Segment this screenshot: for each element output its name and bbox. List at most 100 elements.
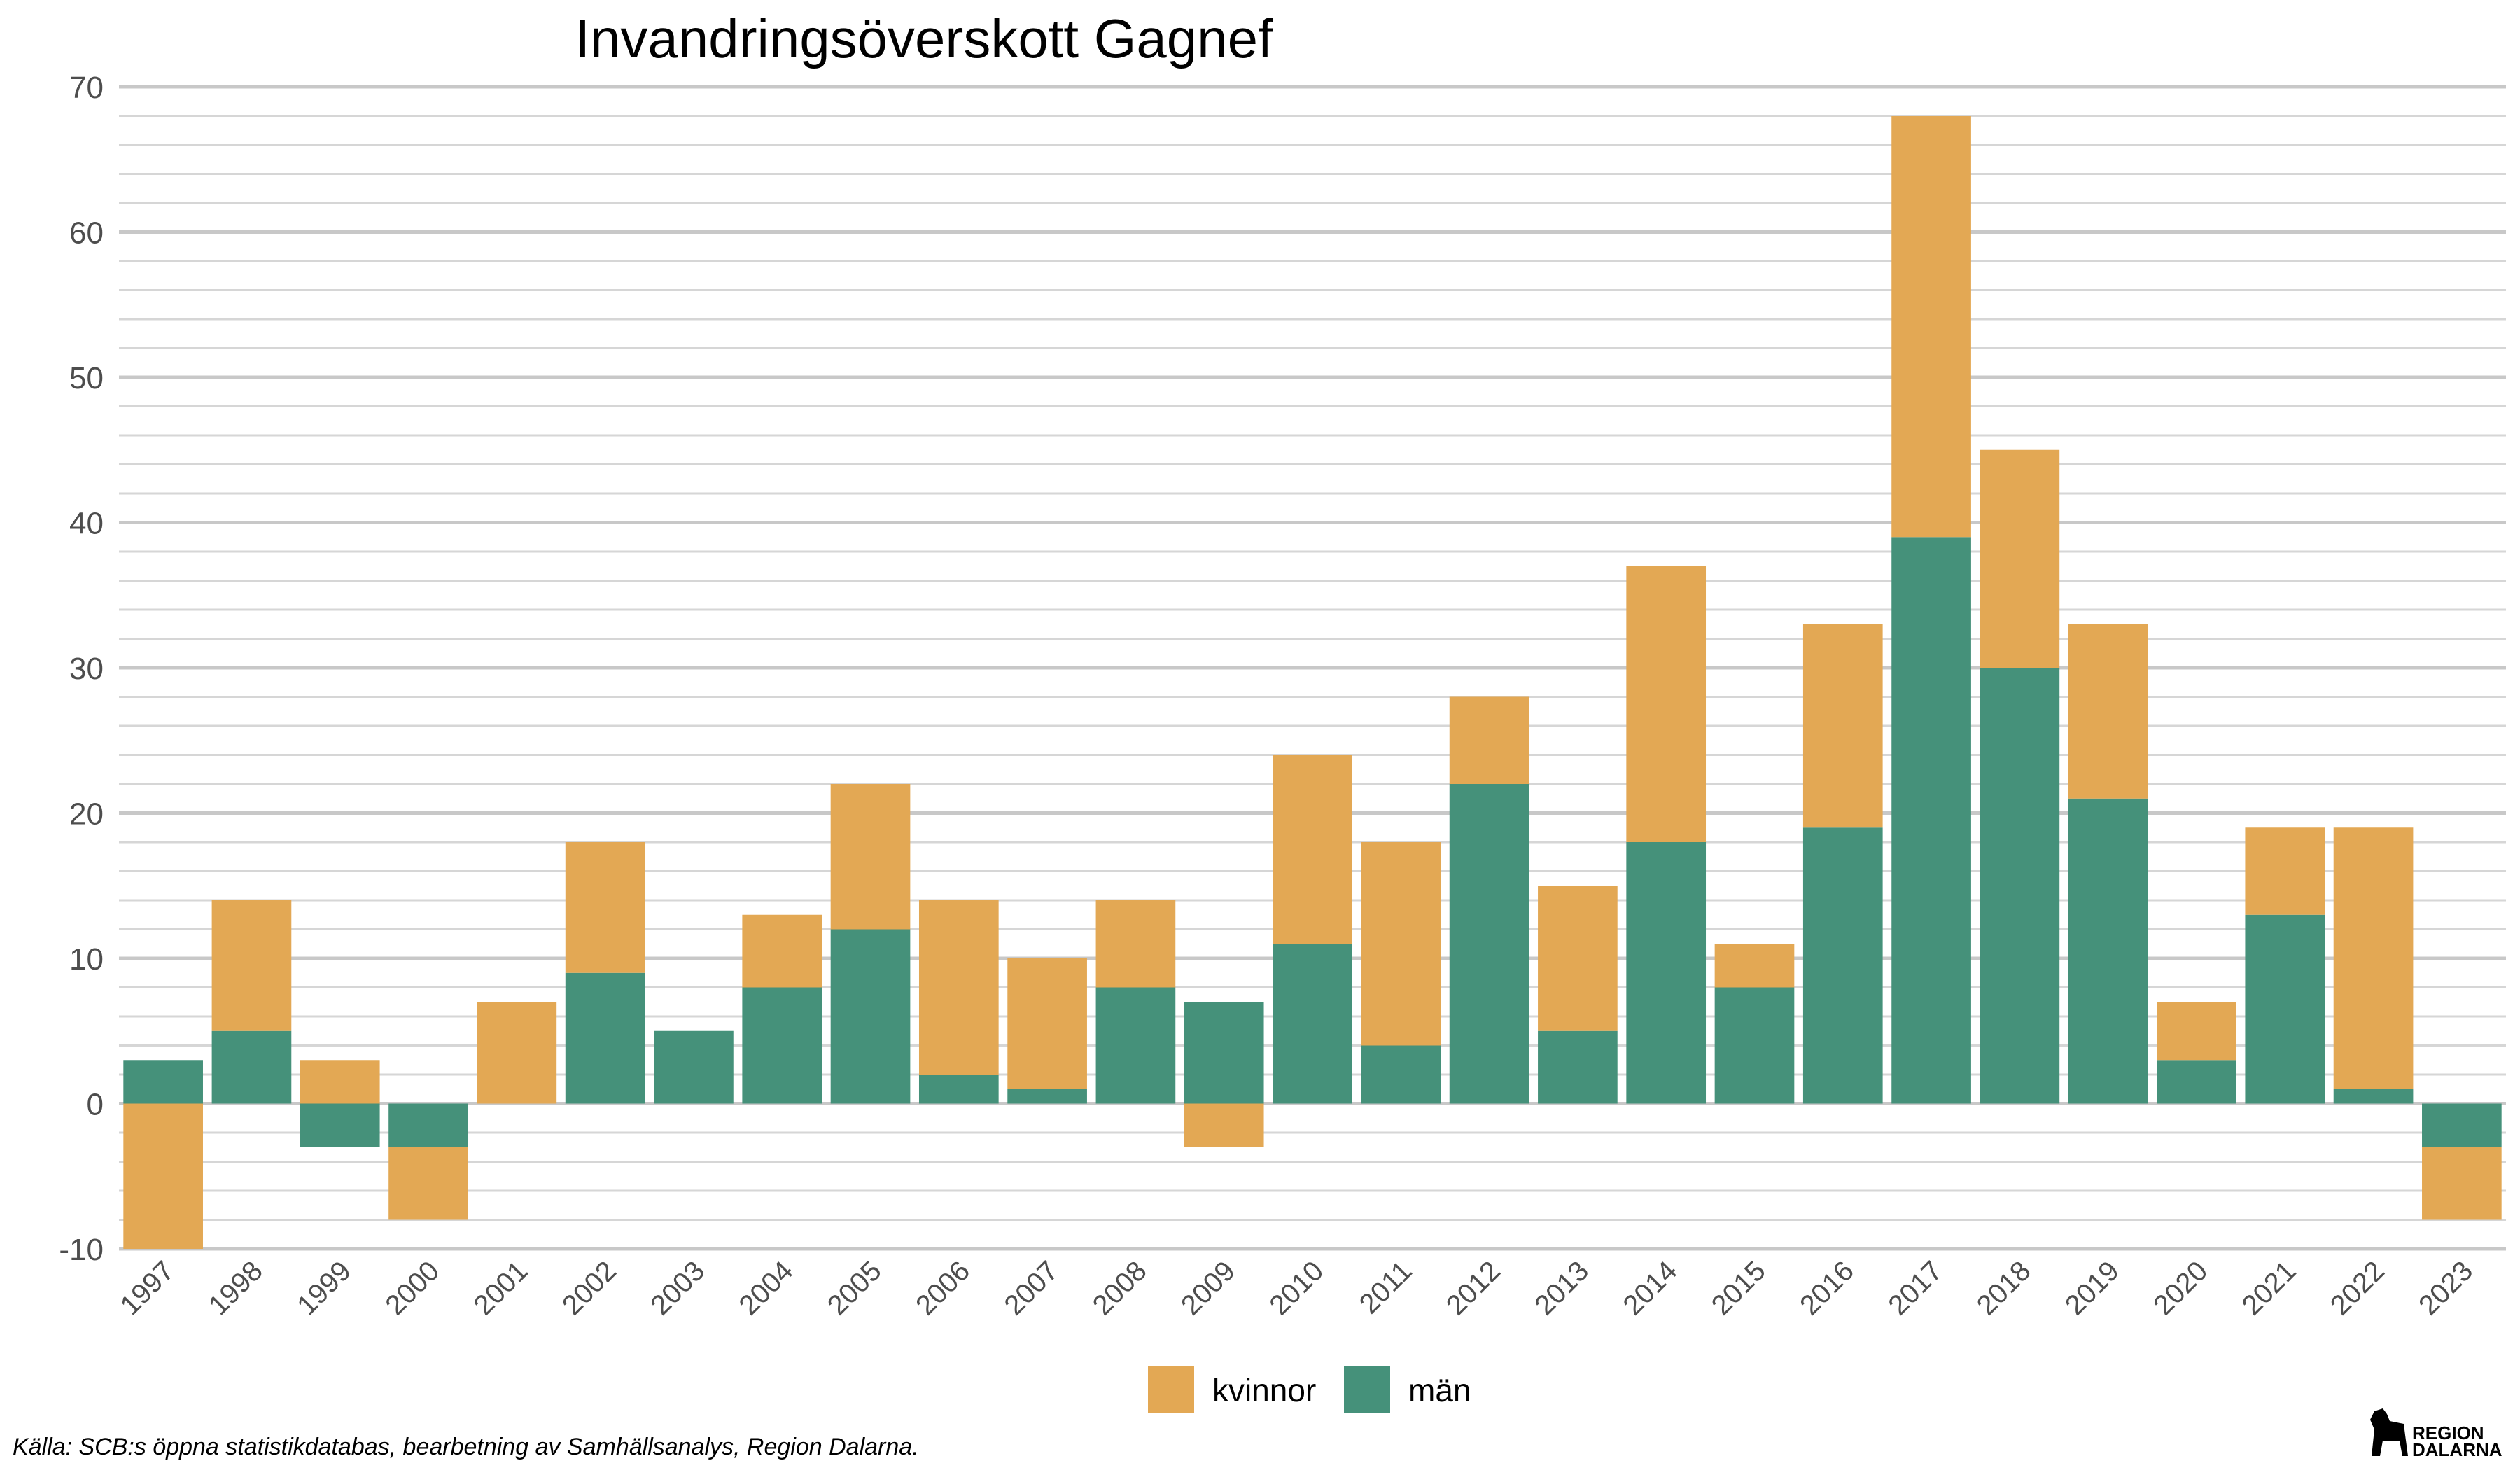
bar-man-1998: [211, 1030, 292, 1104]
bar-man-2009: [1184, 1002, 1264, 1104]
y-tick-label: 50: [69, 361, 104, 396]
bar-kvinnor-2022: [2333, 827, 2414, 1089]
x-tick-label: 2007: [998, 1255, 1064, 1321]
bar-kvinnor-2015: [1714, 944, 1795, 988]
x-tick-label: 2011: [1354, 1255, 1418, 1320]
x-tick-label: 1999: [291, 1255, 357, 1321]
bar-kvinnor-2020: [2157, 1002, 2236, 1060]
x-tick-label: 2014: [1618, 1255, 1684, 1321]
bar-kvinnor-2007: [1007, 958, 1087, 1089]
bar-man-2012: [1449, 784, 1530, 1104]
x-tick-label: 2015: [1706, 1255, 1772, 1321]
bar-kvinnor-2010: [1273, 755, 1352, 944]
bar-man-2021: [2245, 914, 2325, 1104]
bar-man-1999: [300, 1103, 380, 1147]
bar-kvinnor-2012: [1449, 696, 1530, 784]
bar-man-2006: [918, 1074, 999, 1104]
chart-title: Invandringsöverskott Gagnef: [575, 8, 1273, 69]
y-tick-label: 70: [69, 71, 104, 105]
x-tick-label: 2003: [645, 1255, 710, 1321]
bar-man-2017: [1891, 537, 1971, 1104]
bar-kvinnor-2001: [477, 1002, 557, 1104]
bar-man-2022: [2333, 1088, 2414, 1104]
region-dalarna-logo: REGION DALARNA: [2370, 1408, 2502, 1460]
bar-man-2010: [1273, 944, 1352, 1104]
bar-kvinnor-2011: [1361, 842, 1441, 1046]
legend-label-kvinnor: kvinnor: [1212, 1372, 1316, 1408]
bar-kvinnor-2018: [1980, 449, 2060, 668]
bar-man-2014: [1626, 842, 1707, 1104]
source-caption: Källa: SCB:s öppna statistikdatabas, bea…: [13, 1434, 919, 1460]
bar-kvinnor-2021: [2245, 827, 2325, 915]
logo-text-region: REGION: [2412, 1422, 2484, 1443]
x-tick-label: 2002: [556, 1255, 622, 1321]
bar-man-2018: [1980, 668, 2060, 1104]
bar-kvinnor-2002: [565, 842, 645, 973]
y-tick-label: 30: [69, 652, 104, 686]
bars: [123, 115, 2502, 1249]
x-tick-label: 2022: [2325, 1255, 2390, 1321]
x-tick-label: 2010: [1264, 1255, 1329, 1321]
bar-kvinnor-2009: [1184, 1103, 1264, 1147]
bar-man-2008: [1096, 987, 1176, 1104]
bar-kvinnor-2005: [830, 784, 911, 930]
bar-kvinnor-1999: [300, 1060, 380, 1104]
bar-kvinnor-2013: [1538, 886, 1618, 1031]
y-tick-label: 20: [69, 797, 104, 832]
bar-kvinnor-2014: [1626, 566, 1707, 842]
x-tick-label: 2018: [1971, 1255, 2037, 1321]
x-tick-label: 2019: [2059, 1255, 2125, 1321]
y-tick-label: 0: [87, 1088, 104, 1122]
x-tick-label: 2005: [822, 1255, 888, 1321]
x-tick-label: 2012: [1441, 1255, 1506, 1321]
logo-text-dalarna: DALARNA: [2412, 1439, 2502, 1460]
bar-man-2023: [2422, 1103, 2502, 1147]
bar-man-2020: [2157, 1060, 2236, 1104]
x-tick-label: 2020: [2148, 1255, 2213, 1321]
y-tick-label: -10: [59, 1233, 104, 1267]
bar-man-2019: [2068, 798, 2148, 1104]
x-tick-label: 2009: [1175, 1255, 1241, 1321]
x-tick-label: 2004: [734, 1255, 799, 1321]
x-tick-label: 1998: [203, 1255, 269, 1321]
x-tick-label: 2023: [2413, 1255, 2479, 1321]
bar-kvinnor-1997: [123, 1103, 203, 1249]
bar-man-2003: [654, 1030, 734, 1104]
bar-man-2011: [1361, 1045, 1441, 1104]
x-axis: 1997 1998 1999 2000 2001 2002 2003 2004 2005 2006…: [114, 1255, 2479, 1321]
x-tick-label: 2000: [379, 1255, 445, 1321]
x-tick-label: 2016: [1794, 1255, 1860, 1321]
x-tick-label: 2013: [1529, 1255, 1595, 1321]
bar-kvinnor-2004: [742, 914, 822, 988]
bar-man-2013: [1538, 1030, 1618, 1104]
legend-swatch-kvinnor: [1148, 1366, 1194, 1413]
y-axis: -10 0 10 20 30 40 50 60 70: [59, 71, 104, 1267]
legend-label-man: män: [1408, 1372, 1471, 1408]
x-tick-label: 2021: [2236, 1255, 2302, 1321]
legend: kvinnor män: [1148, 1366, 1471, 1413]
bar-man-2000: [388, 1103, 468, 1147]
x-tick-label: 2017: [1882, 1255, 1948, 1321]
bar-kvinnor-2000: [388, 1147, 468, 1220]
y-tick-label: 10: [69, 942, 104, 976]
bar-kvinnor-2019: [2068, 624, 2148, 799]
bar-kvinnor-2023: [2422, 1147, 2502, 1220]
x-tick-label: 2006: [910, 1255, 976, 1321]
bar-kvinnor-2017: [1891, 115, 1971, 538]
bar-man-2005: [830, 929, 911, 1104]
bar-man-2002: [565, 972, 645, 1104]
x-tick-label: 2001: [468, 1255, 534, 1321]
bar-man-2004: [742, 987, 822, 1104]
bar-man-2016: [1802, 827, 1883, 1104]
x-tick-label: 2008: [1087, 1255, 1153, 1321]
bar-kvinnor-2008: [1096, 900, 1176, 988]
bar-man-1997: [123, 1060, 203, 1104]
bar-kvinnor-2016: [1802, 624, 1883, 828]
x-tick-label: 1997: [114, 1255, 180, 1321]
legend-swatch-man: [1344, 1366, 1390, 1413]
y-tick-label: 40: [69, 507, 104, 541]
y-tick-label: 60: [69, 216, 104, 251]
bar-man-2007: [1007, 1088, 1087, 1104]
dala-horse-icon: [2370, 1408, 2408, 1456]
